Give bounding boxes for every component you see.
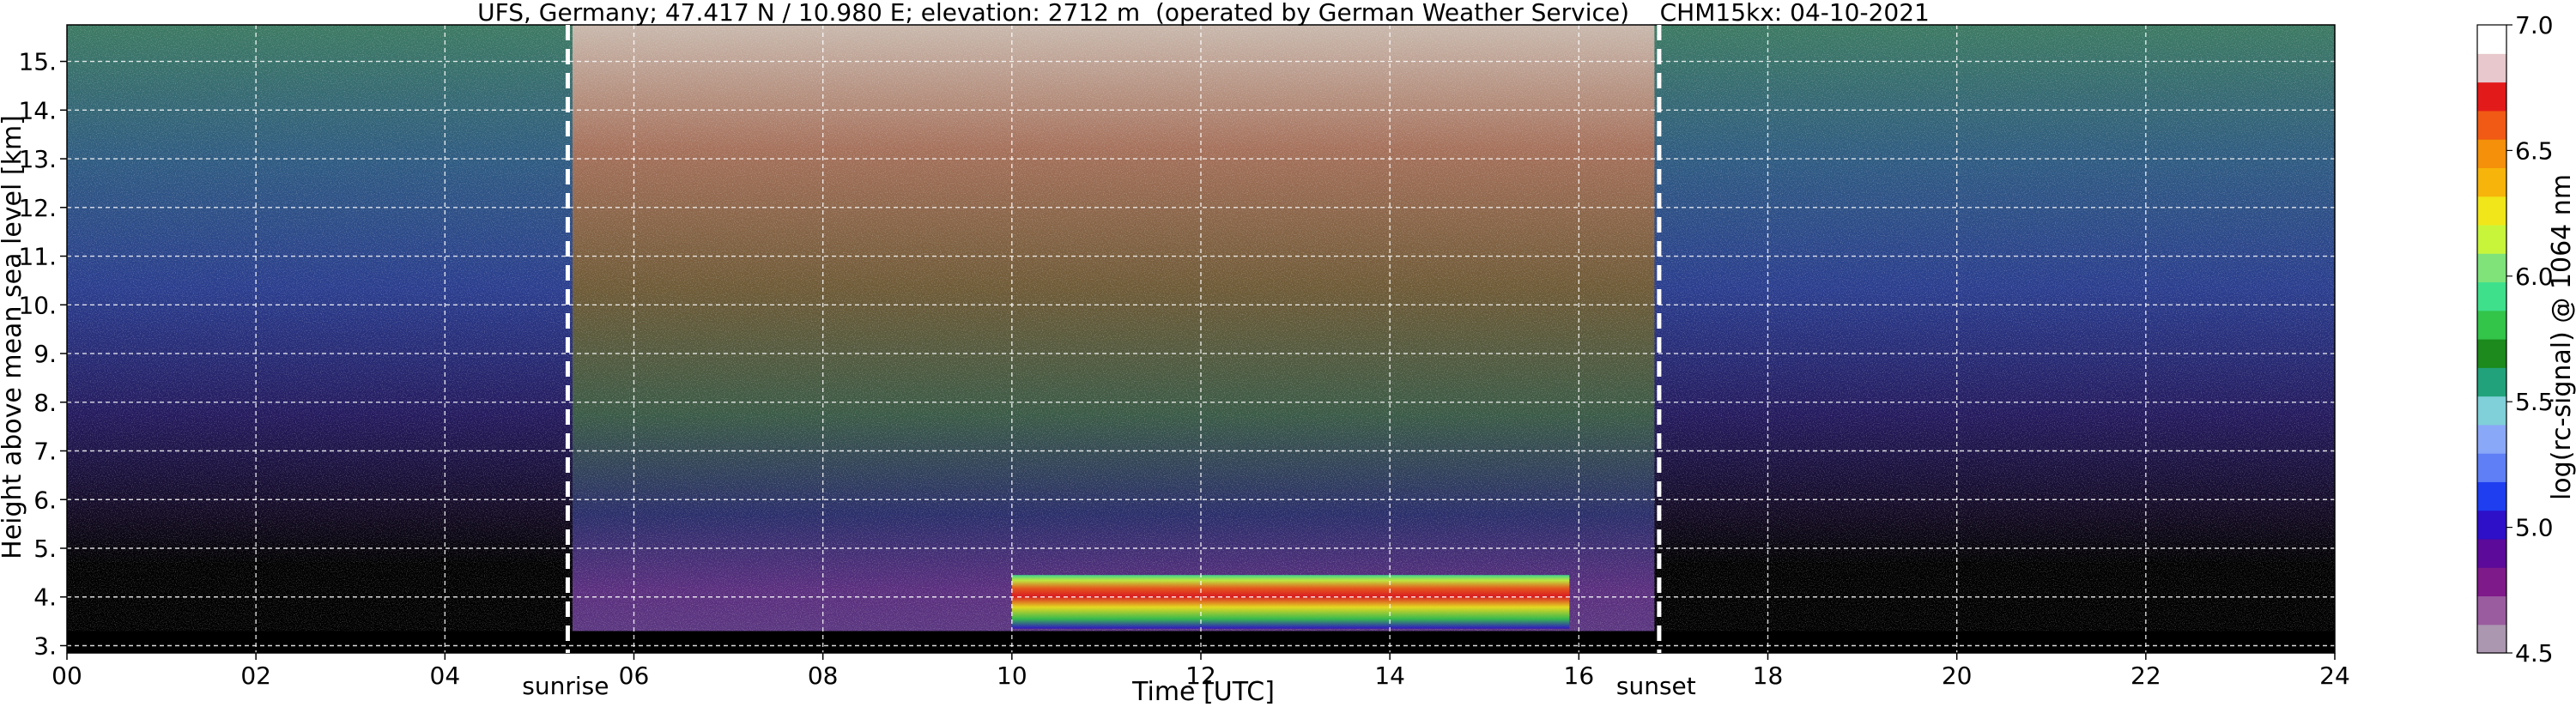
x-tick-label: 20	[1942, 662, 1973, 690]
colorbar-segment	[2477, 110, 2506, 140]
plot-area	[67, 25, 2335, 653]
cloud-layer	[1011, 575, 1570, 629]
colorbar-segment	[2477, 196, 2506, 226]
colorbar-segment	[2477, 538, 2506, 568]
annotations: sunrise sunset	[522, 25, 1696, 700]
y-tick-label: 14.	[18, 96, 57, 124]
colorbar-segment	[2477, 453, 2506, 482]
x-axis-ticks: 00 02 04 06 08 10 12 14 16 18 20 22 24	[52, 653, 2350, 690]
colorbar-tick-label: 7.0	[2515, 11, 2554, 39]
colorbar-segment	[2477, 139, 2506, 168]
colorbar-segment	[2477, 253, 2506, 283]
cloud-layer-1	[1011, 575, 1570, 629]
colorbar-tick-label: 5.5	[2515, 388, 2554, 416]
y-tick-label: 6.	[33, 486, 57, 514]
colorbar-frame	[2476, 24, 2507, 654]
colorbar-segment	[2477, 481, 2506, 511]
y-tick-label: 8.	[33, 389, 57, 417]
colorbar-segment	[2477, 624, 2506, 654]
colorbar-segment	[2477, 595, 2506, 625]
colorbar-segment	[2477, 53, 2506, 83]
colorbar-segment	[2477, 510, 2506, 540]
y-tick-label: 13.	[18, 145, 57, 173]
x-tick-label: 22	[2131, 662, 2161, 690]
colorbar-segment	[2477, 567, 2506, 597]
x-axis-label: Time [UTC]	[1131, 677, 1275, 707]
colorbar-segment	[2477, 224, 2506, 254]
colorbar-tick-label: 5.0	[2515, 514, 2554, 542]
grid-lines	[67, 25, 2335, 653]
y-tick-label: 15.	[18, 48, 57, 76]
x-tick-label: 12	[1185, 662, 1216, 690]
y-tick-label: 3.	[33, 631, 57, 660]
x-tick-label: 04	[430, 662, 461, 690]
colorbar-tick-label: 6.0	[2515, 263, 2554, 291]
y-tick-label: 7.	[33, 438, 57, 466]
colorbar-tick-label: 4.5	[2515, 639, 2554, 668]
colorbar-segment	[2477, 424, 2506, 454]
sunrise-label: sunrise	[522, 672, 609, 700]
x-tick-label: 00	[52, 662, 82, 690]
x-tick-label: 02	[240, 662, 271, 690]
y-tick-label: 4.	[33, 583, 57, 612]
y-axis-ticks: 3. 4. 5. 6. 7. 8. 9. 10. 11. 12. 13. 14. 15.	[18, 48, 67, 660]
colorbar-segment	[2477, 367, 2506, 397]
surface-band	[67, 631, 2335, 653]
y-axis-label: Height above mean sea level [km]	[0, 115, 27, 559]
colorbar-segment	[2477, 167, 2506, 197]
y-tick-label: 11.	[18, 243, 57, 271]
y-tick-label: 5.	[33, 535, 57, 563]
y-tick-label: 12.	[18, 194, 57, 222]
x-tick-label: 10	[997, 662, 1027, 690]
x-tick-label: 08	[808, 662, 839, 690]
chart-title: UFS, Germany; 47.417 N / 10.980 E; eleva…	[477, 0, 1930, 27]
x-tick-label: 06	[619, 662, 650, 690]
colorbar-label: log(rc-signal) @ 1064 nm	[2547, 174, 2576, 500]
x-tick-label: 16	[1564, 662, 1595, 690]
colorbar-segment	[2477, 82, 2506, 112]
y-tick-label: 9.	[33, 340, 57, 368]
y-tick-label: 10.	[18, 291, 57, 319]
x-tick-label: 24	[2319, 662, 2350, 690]
colorbar-segment	[2477, 310, 2506, 340]
x-tick-label: 14	[1374, 662, 1405, 690]
colorbar-segment	[2477, 396, 2506, 426]
colorbar: 4.5 5.0 5.5 6.0 6.5 7.0	[2476, 11, 2554, 668]
sunset-label: sunset	[1616, 672, 1696, 700]
colorbar-segment	[2477, 339, 2506, 368]
x-tick-label: 18	[1753, 662, 1784, 690]
colorbar-segment	[2477, 281, 2506, 311]
colorbar-segment	[2477, 25, 2506, 54]
colorbar-tick-label: 6.5	[2515, 136, 2554, 165]
